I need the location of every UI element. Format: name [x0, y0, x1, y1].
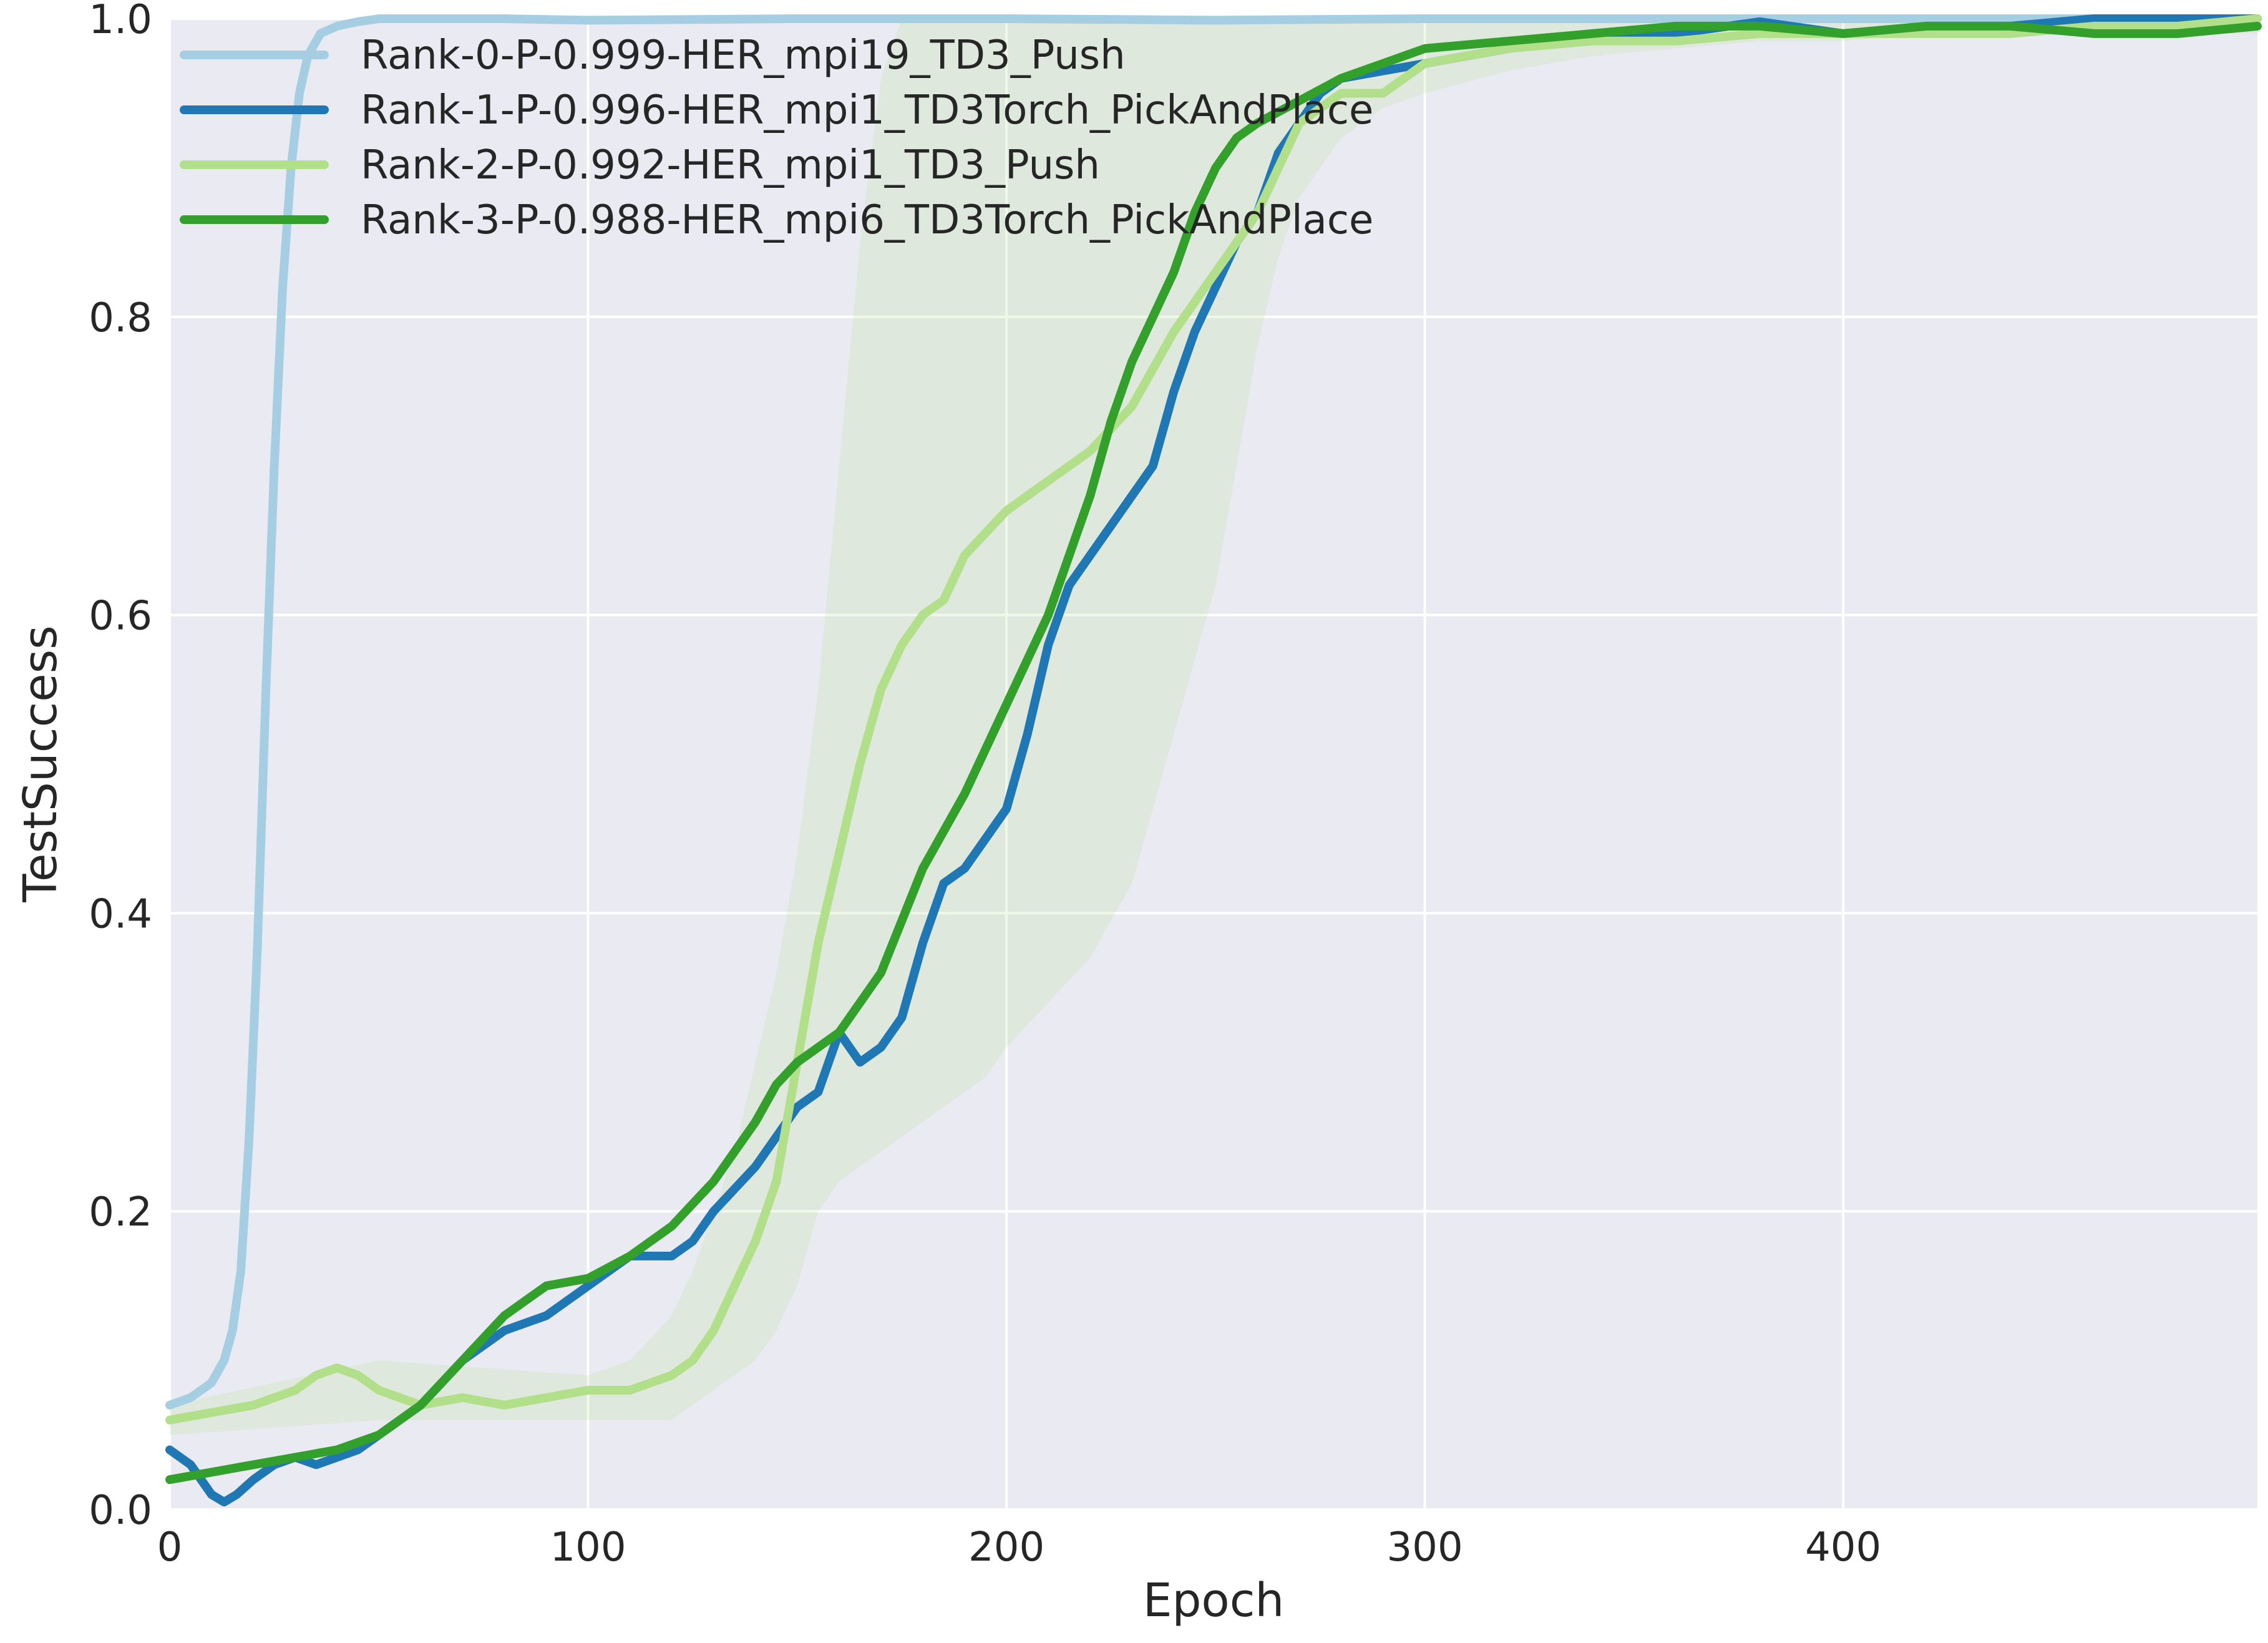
- legend: Rank-0-P-0.999-HER_mpi19_TD3_Push Rank-1-…: [180, 32, 1373, 243]
- y-tick-label-3: 0.6: [89, 593, 152, 640]
- plot-background: [170, 19, 2257, 1509]
- series-line-3: [165, 21, 2262, 1485]
- confidence-band-0: [170, 19, 2257, 1435]
- series-line-2: [165, 14, 2262, 1425]
- x-tick-label-2: 200: [968, 1524, 1044, 1571]
- x-axis-title: Epoch: [1143, 1574, 1285, 1627]
- x-tick-label-1: 100: [550, 1524, 626, 1571]
- legend-label-2: Rank-2-P-0.992-HER_mpi1_TD3_Push: [361, 142, 1100, 188]
- y-axis-title: TestSuccess: [14, 625, 67, 903]
- confidence-bands: [170, 19, 2257, 1435]
- series-line-0: [165, 14, 2262, 1410]
- x-tick-label-4: 400: [1805, 1524, 1881, 1571]
- y-tick-label-5: 1.0: [89, 0, 152, 43]
- legend-label-1: Rank-1-P-0.996-HER_mpi1_TD3Torch_PickAnd…: [361, 87, 1373, 134]
- tick-labels: 0 100 200 300 400 0.0 0.2 0.4 0.6 0.8 1.0: [89, 0, 1881, 1571]
- legend-label-3: Rank-3-P-0.988-HER_mpi6_TD3Torch_PickAnd…: [361, 197, 1373, 243]
- y-tick-label-0: 0.0: [89, 1488, 152, 1534]
- y-tick-label-1: 0.2: [89, 1189, 152, 1236]
- legend-label-0: Rank-0-P-0.999-HER_mpi19_TD3_Push: [361, 32, 1126, 79]
- x-tick-label-0: 0: [157, 1524, 183, 1571]
- y-tick-label-2: 0.4: [89, 891, 152, 937]
- x-tick-label-3: 300: [1387, 1524, 1463, 1571]
- y-tick-label-4: 0.8: [89, 295, 152, 341]
- series-lines: [165, 14, 2262, 1507]
